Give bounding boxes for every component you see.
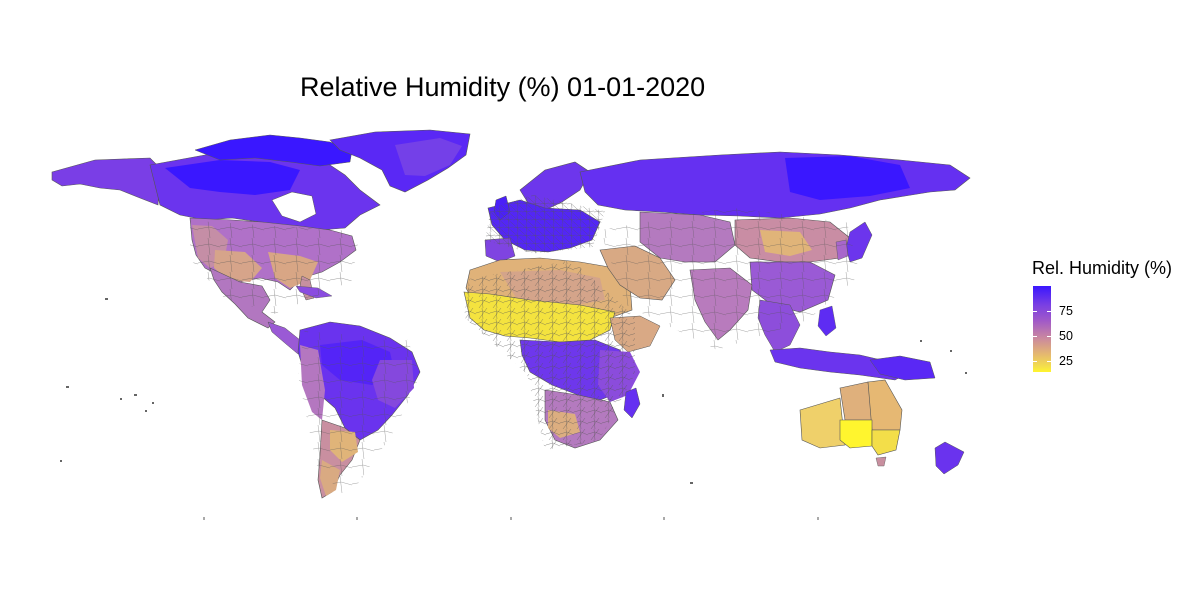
region-oceania [799, 379, 965, 475]
region-new-guinea [869, 355, 936, 381]
region-siberia-east [785, 156, 910, 200]
region-south-america [297, 321, 421, 500]
legend: Rel. Humidity (%) 75 50 25 [1032, 258, 1197, 388]
region-australia-west [799, 397, 846, 449]
legend-label-25: 25 [1059, 354, 1073, 368]
region-hudson-bay [271, 191, 317, 223]
region-russia [579, 151, 971, 219]
region-australia-southeast [871, 429, 901, 456]
region-na-borders [190, 215, 360, 325]
axis-ticks [203, 517, 819, 520]
region-greenland-east [395, 138, 462, 176]
legend-tick [1047, 361, 1051, 362]
legend-tick [1047, 311, 1051, 312]
region-madagascar [623, 387, 641, 419]
region-canada-north [165, 160, 300, 195]
legend-tick [1033, 311, 1037, 312]
region-australia-northeast [867, 379, 903, 431]
region-north-america [51, 129, 471, 355]
legend-tick [1033, 361, 1037, 362]
legend-colorbar [1033, 286, 1051, 372]
region-new-zealand [934, 441, 965, 475]
region-sa-borders [298, 322, 420, 500]
legend-tick [1047, 336, 1051, 337]
region-australia-south [839, 419, 873, 449]
legend-tick [1033, 336, 1037, 337]
region-tasmania [875, 456, 887, 467]
region-arctic-islands [194, 134, 353, 167]
map-title: Relative Humidity (%) 01-01-2020 [300, 72, 706, 102]
legend-label-50: 50 [1059, 329, 1073, 343]
legend-title: Rel. Humidity (%) [1032, 258, 1173, 278]
region-australia-north [839, 381, 873, 421]
region-alaska [51, 157, 161, 206]
region-small-islands [60, 298, 967, 484]
region-philippines [817, 305, 837, 337]
legend-label-75: 75 [1059, 304, 1073, 318]
